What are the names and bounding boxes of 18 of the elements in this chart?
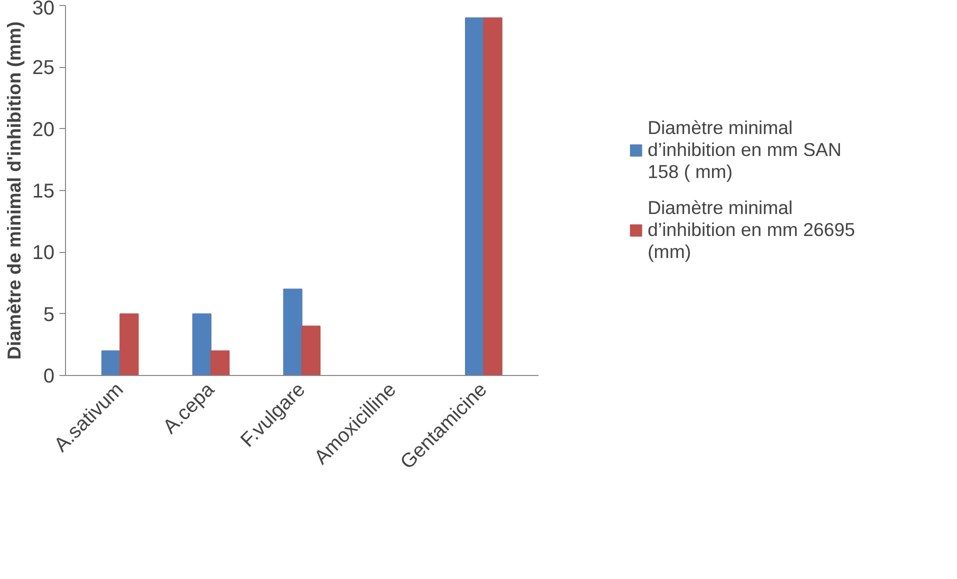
bar	[101, 350, 121, 376]
bar	[210, 350, 230, 376]
bar	[283, 288, 302, 376]
y-axis-title: Diamètre de minimal d'inhibition (mm)	[3, 21, 24, 360]
y-tick-label: 20	[32, 118, 55, 141]
bar	[301, 326, 321, 376]
bar	[120, 313, 139, 376]
legend-label: Diamètre minimal d’inhibition en mm 26695 (mm)	[648, 197, 855, 263]
y-tick-label: 10	[32, 242, 55, 264]
legend-label: Diamètre minimal d’inhibition en mm SAN 158 ( mm)	[648, 117, 842, 183]
bar	[483, 17, 502, 376]
y-tick-label: 15	[32, 180, 55, 202]
bar	[192, 313, 212, 376]
y-tick-label: 5	[43, 304, 54, 326]
y-tick-label: 25	[32, 57, 55, 80]
y-tick-label: 30	[32, 0, 55, 20]
y-tick-label: 0	[43, 366, 54, 388]
bar	[465, 17, 484, 376]
